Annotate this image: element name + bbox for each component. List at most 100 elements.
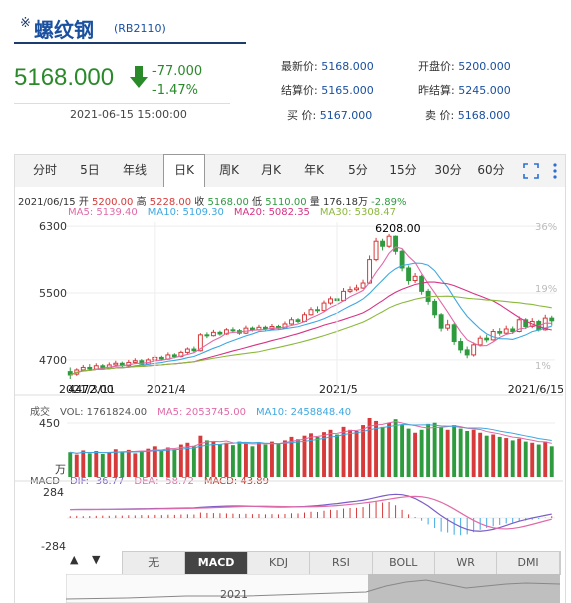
tab-8[interactable]: 15分: [389, 163, 417, 177]
macd-tick: 284: [43, 486, 64, 499]
candle-body: [497, 331, 503, 334]
indicator-tab-kdj[interactable]: KDJ: [248, 552, 311, 574]
candle-body: [204, 334, 210, 337]
candle-body: [132, 360, 138, 363]
pct-tick: 36%: [535, 222, 557, 233]
range-navigator[interactable]: 2021: [66, 574, 560, 603]
volume-bar: [81, 450, 86, 477]
more-icon[interactable]: [549, 162, 561, 180]
volume-bar: [354, 430, 359, 477]
candle-body: [171, 354, 177, 358]
volume-bar: [126, 449, 131, 477]
candle-body: [289, 319, 294, 325]
volume-bar: [87, 453, 92, 477]
low-annotation: 4472.00: [68, 383, 114, 396]
candle-body: [230, 329, 236, 332]
volume-bar: [367, 418, 372, 477]
volume-bar: [283, 440, 287, 477]
kline-chart[interactable]: 6300 5500 4700 36% 19% 1% 6208.00 4472.002021/3…: [15, 220, 563, 550]
ma-item: MA5: 5139.40: [68, 207, 138, 218]
candle-body: [210, 331, 216, 337]
volume-bar: [224, 442, 229, 477]
volume-bar: [491, 434, 496, 477]
fullscreen-icon[interactable]: [523, 163, 539, 179]
volume-bar: [543, 441, 548, 477]
close-label: 收: [194, 197, 205, 208]
volume-bar: [439, 426, 444, 477]
volume-bar: [296, 439, 300, 477]
indicator-tab-rsi[interactable]: RSI: [310, 552, 373, 574]
tab-6[interactable]: 年K: [304, 163, 324, 177]
tab-1[interactable]: 5日: [80, 163, 100, 177]
navigator-selection[interactable]: [368, 574, 560, 603]
candle-body: [438, 314, 444, 329]
candle-body: [321, 302, 327, 312]
indicator-tab-wr[interactable]: WR: [435, 552, 498, 574]
ma5-line: [70, 246, 552, 376]
navigator-year: 2021: [220, 588, 248, 601]
x-label: 2021/5: [319, 383, 358, 396]
tab-0[interactable]: 分时: [32, 163, 57, 177]
candle-body: [549, 317, 555, 322]
candle-body: [308, 309, 314, 316]
volume-bar: [211, 441, 216, 477]
volume-bar: [510, 440, 515, 477]
scroll-left-button[interactable]: ▲: [70, 553, 79, 566]
tab-3[interactable]: 日K: [163, 154, 205, 187]
volume-bar: [100, 453, 105, 477]
price-tick: 5500: [39, 287, 67, 300]
volume-bar: [172, 449, 177, 477]
volume-bar: [445, 429, 450, 477]
volume-bar: [335, 434, 339, 477]
quote-item: 昨结算: 5245.000: [418, 82, 511, 98]
ma-legend: MA5: 5139.40 MA10: 5109.30 MA20: 5082.35 MA…: [68, 207, 406, 218]
tab-10[interactable]: 60分: [477, 163, 505, 177]
indicator-tab-boll[interactable]: BOLL: [373, 552, 435, 574]
vol-item: VOL: 1761824.00: [60, 407, 148, 418]
volume-bar: [458, 428, 463, 477]
candle-body: [464, 349, 470, 356]
open-value: 5200.00: [92, 197, 134, 208]
volume-bar: [146, 448, 151, 477]
ma-item: MA20: 5082.35: [233, 207, 310, 218]
price-change: -77.000 -1.47%: [152, 62, 202, 100]
indicator-tab-macd[interactable]: MACD: [185, 552, 248, 574]
candle-body: [510, 328, 516, 333]
arrow-down-icon: [130, 66, 148, 88]
indicator-tab-无[interactable]: 无: [123, 552, 186, 574]
volume-bar: [68, 452, 73, 477]
volume-bar: [256, 442, 261, 477]
open-label: 开: [78, 197, 89, 208]
volume-unit: 万: [55, 463, 66, 476]
volume-bar: [400, 425, 405, 477]
candle-body: [373, 240, 379, 261]
title-bar: ※ 螺纹钢 (RB2110): [14, 14, 246, 44]
tab-5[interactable]: 月K: [261, 163, 281, 177]
tab-9[interactable]: 30分: [434, 163, 462, 177]
pct-value: -2.89%: [371, 197, 407, 208]
volume-bar: [387, 422, 392, 477]
nav-arrows: ▲ ▼: [70, 553, 100, 566]
tab-2[interactable]: 年线: [122, 163, 147, 177]
volume-bar: [348, 429, 352, 477]
volume-bar: [484, 435, 489, 477]
volume-bar: [517, 438, 522, 477]
quote-label: 结算价:: [281, 84, 318, 97]
tab-4[interactable]: 周K: [219, 163, 239, 177]
candle-body: [217, 331, 223, 335]
tab-7[interactable]: 5分: [348, 163, 368, 177]
price-tick: 6300: [39, 220, 67, 233]
volume-bar: [139, 451, 144, 477]
volume-bar: [289, 436, 294, 477]
volume-bar: [120, 451, 125, 477]
candle-body: [341, 290, 346, 302]
volume-bar: [217, 444, 222, 477]
scroll-right-button[interactable]: ▼: [91, 553, 101, 566]
ohlc-date: 2021/06/15: [18, 197, 76, 208]
candle-body: [354, 287, 359, 291]
low-label: 低: [252, 197, 263, 208]
indicator-tab-dmi[interactable]: DMI: [497, 552, 560, 574]
candle-body: [523, 319, 529, 327]
volume-bar: [178, 444, 183, 477]
dea-line: [70, 495, 552, 530]
